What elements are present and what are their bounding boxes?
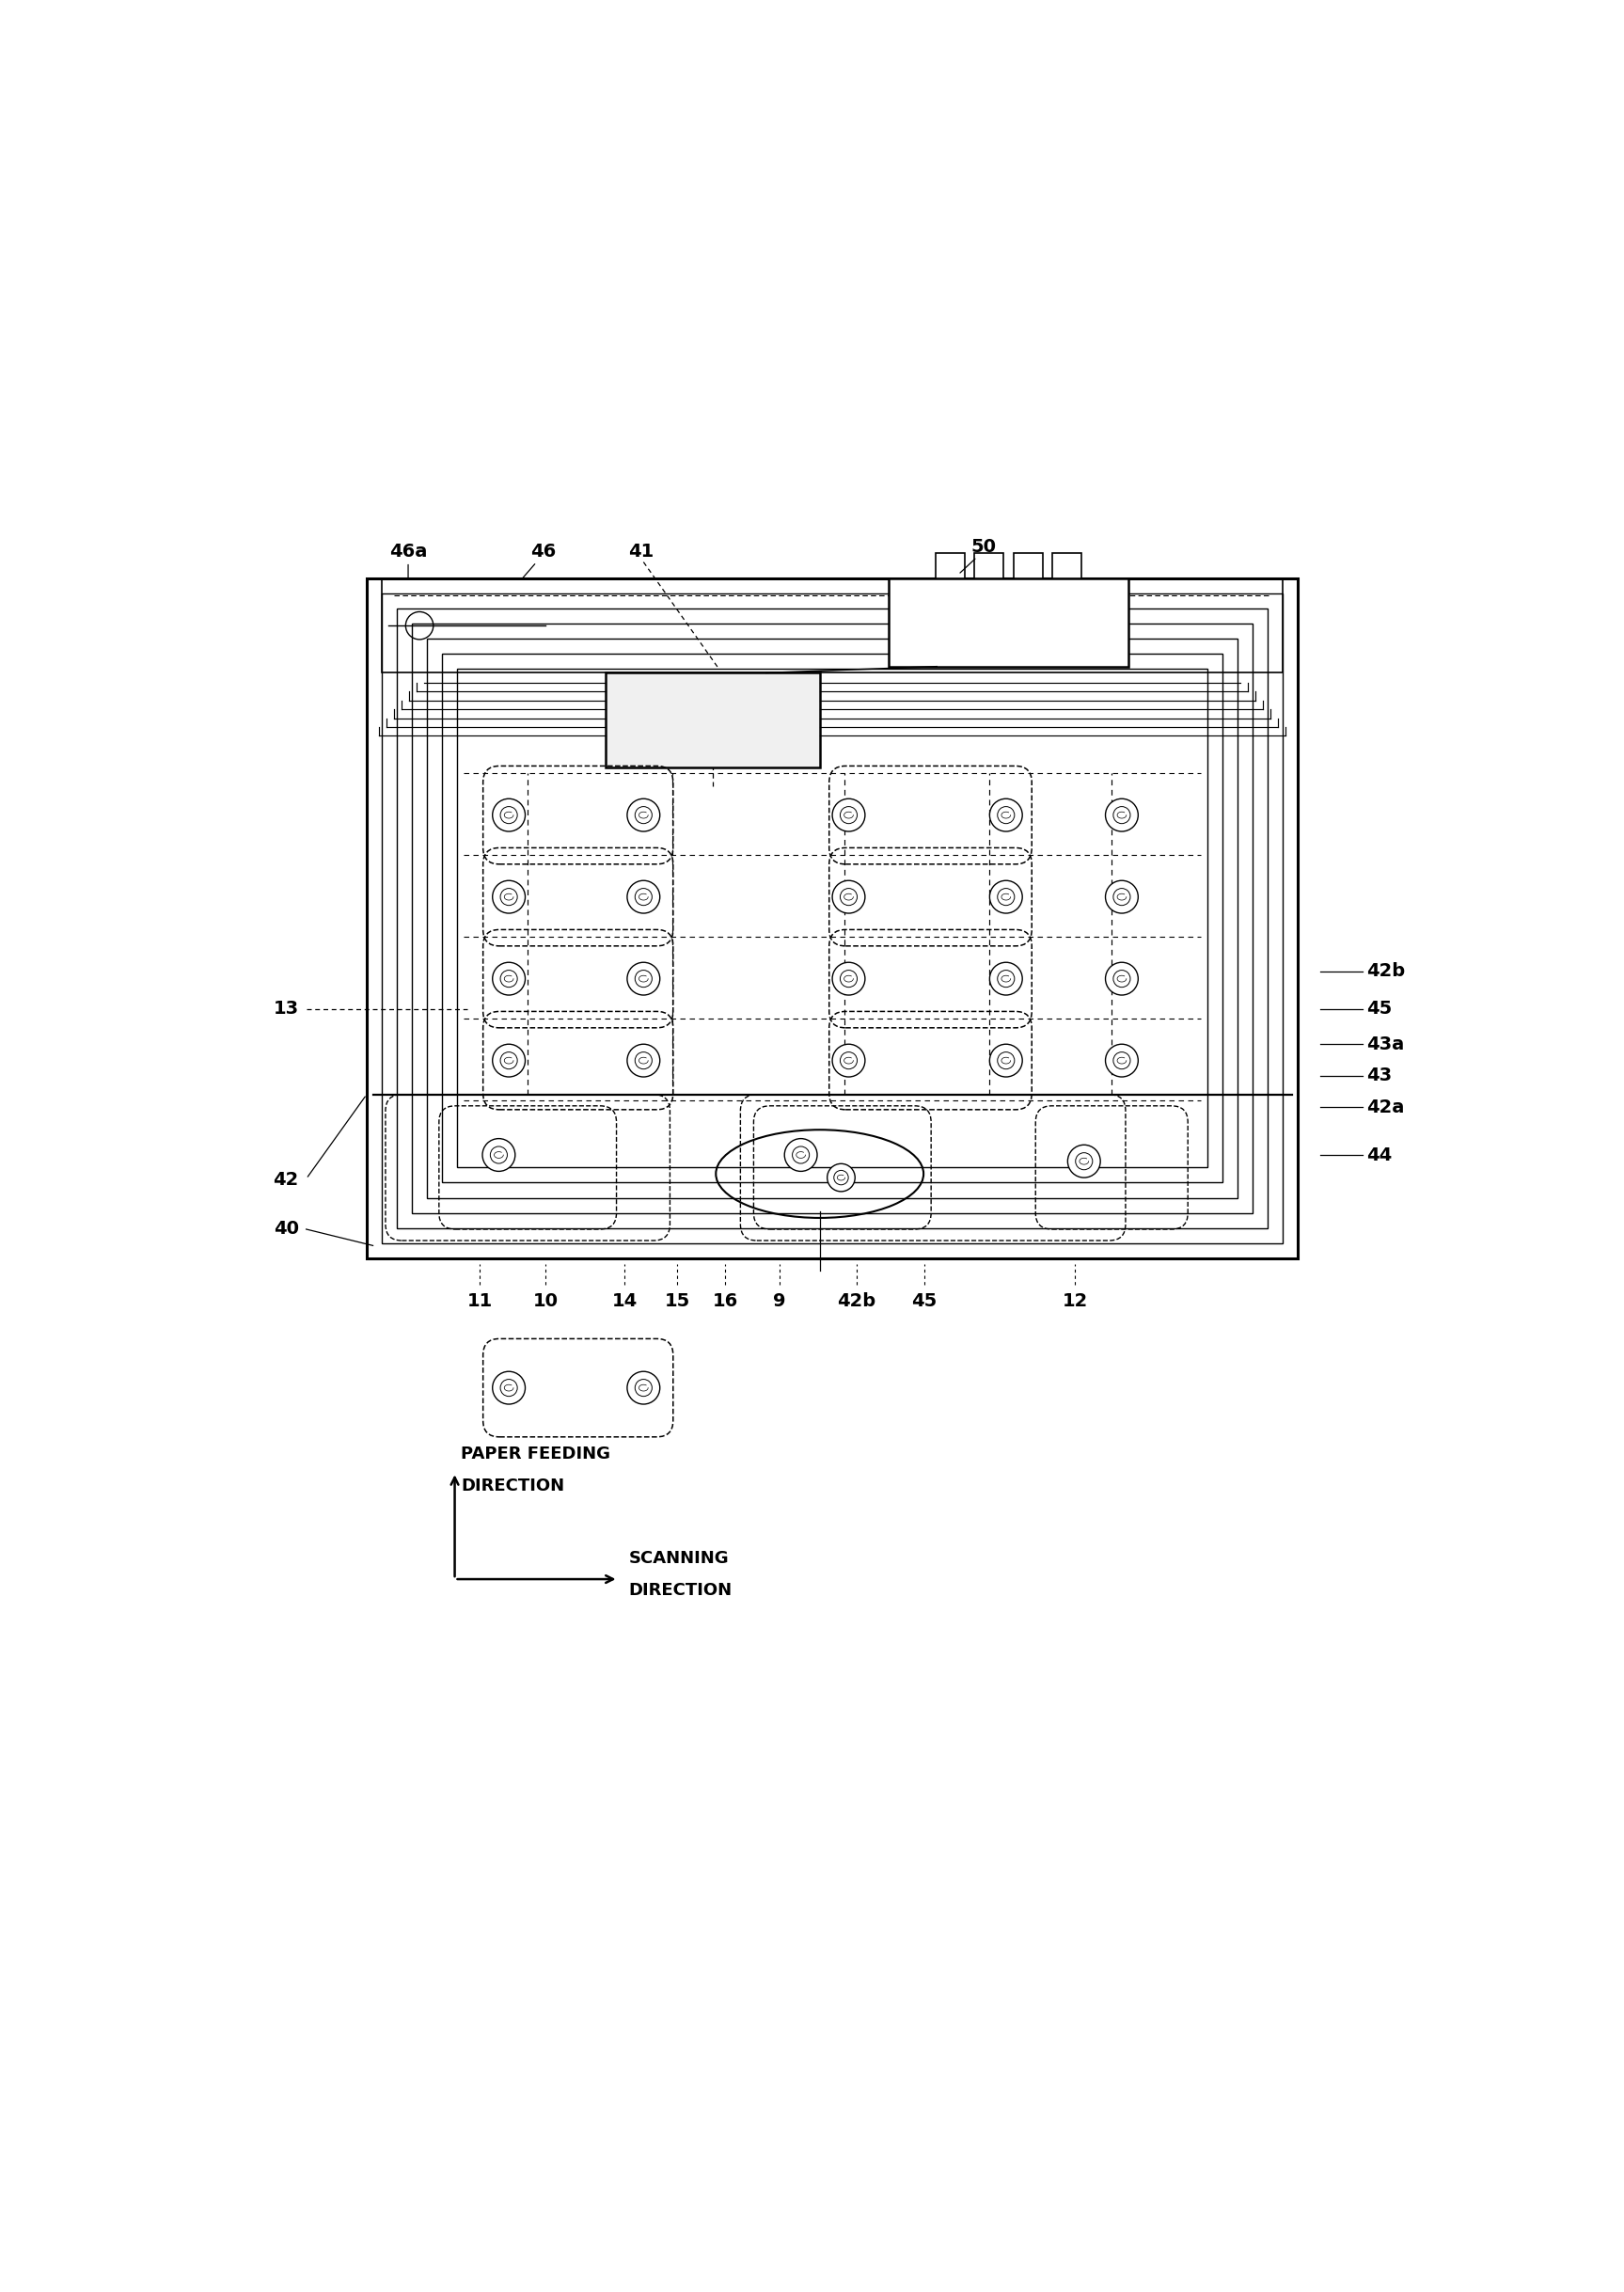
Bar (1013, 552, 1043, 578)
Bar (1052, 552, 1082, 578)
Circle shape (831, 880, 866, 912)
Bar (458, 669, 1207, 1167)
Circle shape (1106, 963, 1138, 995)
Circle shape (831, 963, 866, 995)
Text: 9: 9 (773, 1293, 786, 1311)
Circle shape (831, 798, 866, 832)
Circle shape (492, 963, 525, 995)
Text: DIRECTION: DIRECTION (461, 1476, 565, 1494)
Text: DIRECTION: DIRECTION (628, 1581, 732, 1598)
Text: 42b: 42b (1366, 963, 1405, 981)
Text: 40: 40 (273, 1219, 299, 1238)
Text: 42: 42 (273, 1171, 299, 1190)
Text: 13: 13 (273, 999, 299, 1018)
Text: 44: 44 (1366, 1146, 1392, 1164)
Circle shape (989, 880, 1023, 912)
Text: 10: 10 (533, 1293, 559, 1311)
Bar (396, 610, 1268, 1229)
Text: 16: 16 (713, 1293, 739, 1311)
Bar (382, 594, 1283, 1242)
Text: 50: 50 (971, 539, 996, 555)
Bar (367, 578, 1298, 1258)
Circle shape (1106, 1045, 1138, 1077)
Circle shape (482, 1139, 515, 1171)
Circle shape (989, 1045, 1023, 1077)
Circle shape (989, 798, 1023, 832)
Bar (935, 552, 965, 578)
Bar (606, 674, 820, 768)
Circle shape (627, 963, 659, 995)
Circle shape (1067, 1146, 1101, 1178)
Circle shape (492, 798, 525, 832)
Text: 15: 15 (664, 1293, 690, 1311)
Text: 11: 11 (468, 1293, 492, 1311)
Circle shape (627, 798, 659, 832)
Bar (427, 639, 1237, 1199)
Circle shape (989, 963, 1023, 995)
Text: 45: 45 (1366, 999, 1392, 1018)
Circle shape (627, 880, 659, 912)
Circle shape (827, 1164, 854, 1192)
Circle shape (627, 1371, 659, 1405)
Bar (382, 578, 1283, 674)
Circle shape (492, 1371, 525, 1405)
Text: 42b: 42b (836, 1293, 875, 1311)
Circle shape (831, 1045, 866, 1077)
Text: 46a: 46a (390, 543, 427, 562)
Bar (442, 653, 1223, 1183)
Bar (888, 578, 1129, 667)
Bar (412, 623, 1252, 1212)
Circle shape (492, 880, 525, 912)
Circle shape (492, 1045, 525, 1077)
Circle shape (627, 1045, 659, 1077)
Text: 43a: 43a (1366, 1036, 1403, 1052)
Text: 43: 43 (1366, 1066, 1392, 1084)
Text: 14: 14 (612, 1293, 638, 1311)
Text: PAPER FEEDING: PAPER FEEDING (461, 1446, 611, 1462)
Circle shape (1106, 798, 1138, 832)
Text: 41: 41 (628, 543, 654, 562)
Text: 45: 45 (911, 1293, 937, 1311)
Text: SCANNING: SCANNING (628, 1549, 729, 1565)
Text: 46: 46 (529, 543, 555, 562)
Text: 12: 12 (1062, 1293, 1088, 1311)
Circle shape (784, 1139, 817, 1171)
Bar (974, 552, 1004, 578)
Text: 42a: 42a (1366, 1098, 1403, 1116)
Circle shape (1106, 880, 1138, 912)
